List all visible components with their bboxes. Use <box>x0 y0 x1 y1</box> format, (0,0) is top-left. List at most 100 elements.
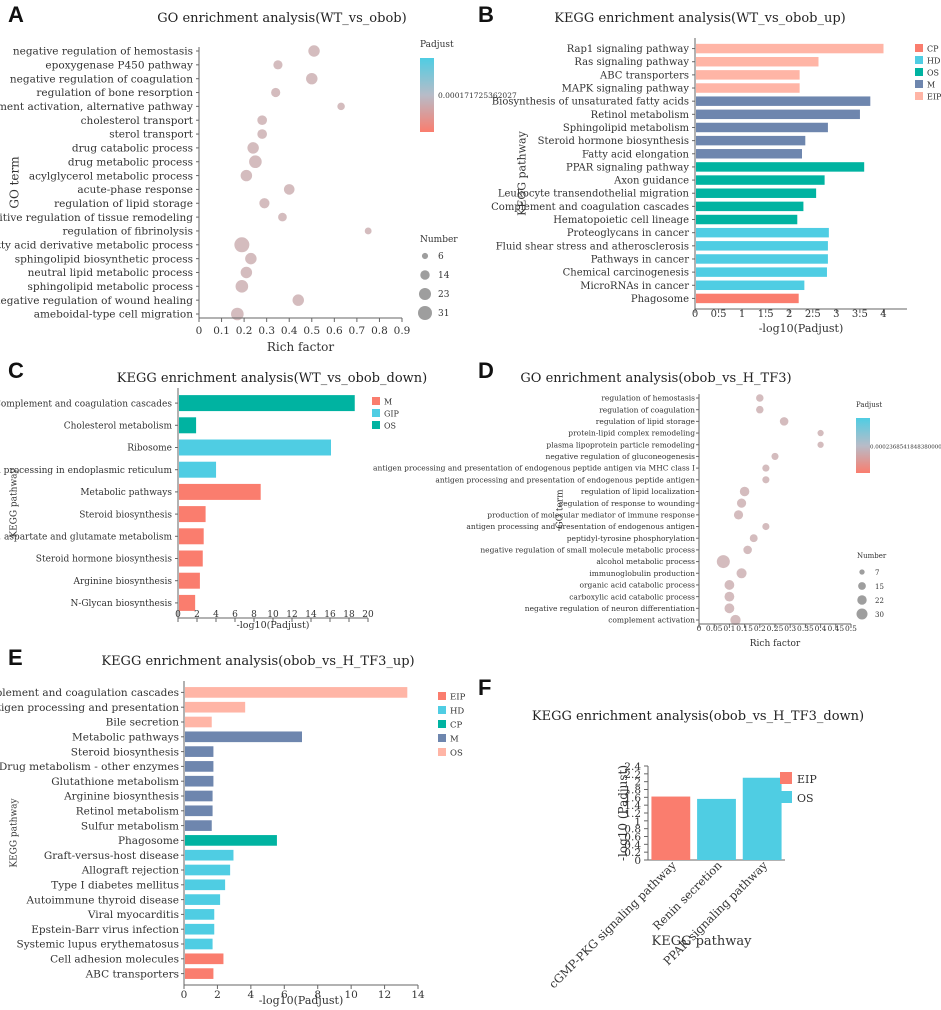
legend-label: M <box>450 735 459 745</box>
pathway-label: Leukocyte transendothelial migration <box>498 189 690 200</box>
pathway-label: Steroid hormone biosynthesis <box>36 555 173 565</box>
x-tick-label: 14 <box>305 610 317 620</box>
go-term-label: negative regulation of neuron differenti… <box>525 604 695 613</box>
enrichment-bubble <box>240 169 253 182</box>
legend-swatch <box>915 56 923 64</box>
pathway-label: Metabolic pathways <box>72 731 179 743</box>
pathway-bar <box>696 214 798 225</box>
x-tick-label: 4 <box>880 309 886 320</box>
x-axis-label: -log10(Padjust) <box>259 994 344 1007</box>
x-tick-label: 4 <box>248 989 255 1001</box>
enrichment-bubble <box>749 534 758 543</box>
x-tick-label: 0.05 <box>706 624 723 633</box>
enrichment-bubble <box>756 405 764 414</box>
x-tick-label: 0.15 <box>736 624 753 633</box>
enrichment-bubble <box>271 87 281 98</box>
pathway-label: ABC transporters <box>85 968 179 980</box>
x-tick-label: 0.7 <box>349 325 366 337</box>
legend-size-value: 30 <box>875 611 884 619</box>
legend-swatch <box>438 692 446 700</box>
chart-title: GO enrichment analysis(obob_vs_H_TF3) <box>520 371 791 386</box>
pathway-bar <box>185 894 221 905</box>
enrichment-bubble <box>283 184 295 195</box>
legend-size-value: 22 <box>875 597 884 605</box>
pathway-label: Chemical carcinogenesis <box>563 268 689 279</box>
x-tick-label: 3.5 <box>852 309 868 320</box>
go-term-label: sphingolipid metabolic process <box>28 281 193 293</box>
x-tick-label: 0 <box>181 989 188 1001</box>
pathway-label: Steroid biosynthesis <box>71 746 179 758</box>
y-tick-label: 0 <box>634 855 641 867</box>
go-term-label: positive regulation of tissue remodeling <box>0 212 193 224</box>
pathway-bar <box>696 254 828 264</box>
x-tick-label: 6 <box>232 610 238 620</box>
go-term-label: carboxylic acid catabolic process <box>569 592 695 601</box>
legend-size-title: Number <box>857 552 887 560</box>
x-tick-label: 0.25 <box>767 624 784 633</box>
go-term-label: sphingolipid biosynthetic process <box>15 253 193 265</box>
enrichment-bubble <box>249 155 262 169</box>
y-axis-label: KEGG pathway <box>516 130 529 215</box>
enrichment-bubble <box>235 280 249 293</box>
pathway-bar <box>696 241 828 251</box>
x-tick-label: 8 <box>314 989 321 1001</box>
pathway-bar <box>179 483 261 500</box>
legend-swatch <box>915 92 923 100</box>
legend-swatch <box>372 421 380 429</box>
x-tick-label: 10 <box>344 989 357 1001</box>
pathway-label: Hematopoietic cell lineage <box>553 215 689 226</box>
pathway-label: ABC transporters <box>599 70 689 81</box>
chart-title: KEGG enrichment analysis(WT_vs_obob_up) <box>554 11 846 26</box>
go-term-label: regulation of lipid storage <box>596 417 696 426</box>
go-term-label: negative regulation of coagulation <box>10 73 193 85</box>
y-tick-label: 1.2 <box>624 808 641 820</box>
x-tick-label: 8 <box>251 610 257 620</box>
enrichment-bubble <box>257 115 267 126</box>
x-tick-label: 4 <box>213 610 219 620</box>
y-tick-label: 1.8 <box>624 785 641 797</box>
legend-label: CP <box>450 721 463 731</box>
pathway-bar <box>185 716 212 728</box>
enrichment-bubble <box>762 522 770 531</box>
pathway-bar <box>185 938 213 950</box>
pathway-bar <box>185 820 212 831</box>
go-term-label: cholesterol transport <box>81 115 194 127</box>
pathway-label: Proteoglycans in cancer <box>567 228 689 239</box>
pathway-label: Type I diabetes mellitus <box>51 879 179 891</box>
pathway-label: Rap1 signaling pathway <box>567 44 690 55</box>
pathway-bar <box>179 572 200 589</box>
pathway-label: MicroRNAs in cancer <box>580 281 689 292</box>
enrichment-bubble <box>245 252 257 265</box>
enrichment-bubble <box>762 464 770 472</box>
pathway-bar <box>696 175 825 185</box>
legend-label: EIP <box>450 693 466 703</box>
legend-size-value: 15 <box>875 583 884 591</box>
pathway-label: Phagosome <box>118 835 179 847</box>
y-axis-label: KEGG pathway <box>9 467 19 537</box>
panel-f: F KEGG enrichment analysis(obob_vs_H_TF3_… <box>478 675 864 991</box>
panel-b: B KEGG enrichment analysis(WT_vs_obob_up)… <box>478 2 941 335</box>
pathway-bar <box>696 135 806 146</box>
legend-label: OS <box>927 69 939 78</box>
legend-size-value: 14 <box>438 271 450 281</box>
pathway-label: Bile secretion <box>106 717 180 729</box>
legend-label: OS <box>450 749 463 759</box>
go-term-label: ameboidal-type cell migration <box>34 309 194 321</box>
enrichment-bubble <box>273 60 283 70</box>
panel-label: A <box>8 2 24 27</box>
pathway-bar <box>696 83 800 93</box>
legend-swatch <box>915 68 923 76</box>
pathway-bar <box>185 879 226 891</box>
x-tick-label: 0.2 <box>236 325 253 337</box>
pathway-bar <box>185 864 231 876</box>
pathway-label: Fatty acid elongation <box>582 149 690 160</box>
enrichment-bubble <box>756 394 764 402</box>
pathway-bar <box>696 267 827 277</box>
x-axis-label: KEGG pathway <box>652 934 753 949</box>
go-term-label: epoxygenase P450 pathway <box>45 60 193 72</box>
pathway-bar <box>185 909 215 920</box>
x-tick-label: 20 <box>362 610 374 620</box>
legend-swatch <box>915 44 923 52</box>
legend-size-value: 7 <box>875 569 879 577</box>
pathway-bar <box>696 162 865 172</box>
